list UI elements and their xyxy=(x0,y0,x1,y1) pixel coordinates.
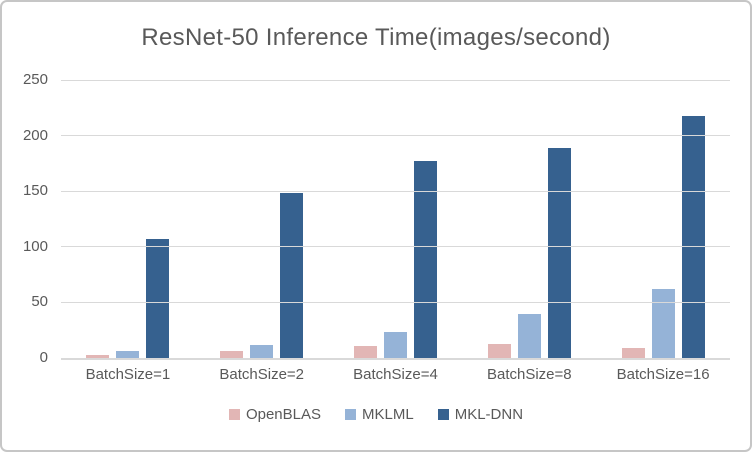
legend-label-openblas: OpenBLAS xyxy=(245,406,322,423)
legend-swatch-mklml xyxy=(345,409,357,420)
x-axis-label-batchsize-2: BatchSize=2 xyxy=(219,366,305,383)
legend: OpenBLAS MKLML MKL-DNN xyxy=(2,406,750,423)
bar-openblas-batchsize-4 xyxy=(353,345,377,358)
bar-mkl-dnn-batchsize-1 xyxy=(146,239,170,358)
bar-mklml-batchsize-8 xyxy=(517,313,541,358)
legend-item-openblas: OpenBLAS xyxy=(228,406,322,423)
bar-mkl-dnn-batchsize-8 xyxy=(547,147,571,358)
y-tick-label-250: 250 xyxy=(22,71,48,88)
legend-swatch-openblas xyxy=(228,409,240,420)
bar-group-batchsize-4 xyxy=(329,80,463,358)
gridline-250 xyxy=(61,79,730,81)
bar-openblas-batchsize-2 xyxy=(220,351,244,358)
bar-openblas-batchsize-16 xyxy=(621,348,645,358)
plot-area xyxy=(61,79,730,360)
y-tick-label-100: 100 xyxy=(22,237,48,255)
gridline-50 xyxy=(61,301,730,303)
y-tick-label-200: 200 xyxy=(22,126,48,144)
gridline-100 xyxy=(61,246,730,248)
x-axis-label-batchsize-8: BatchSize=8 xyxy=(486,366,572,383)
bar-mklml-batchsize-16 xyxy=(651,289,675,358)
bar-mkl-dnn-batchsize-16 xyxy=(681,115,705,358)
bar-groups xyxy=(61,80,730,358)
legend-item-mkl-dnn: MKL-DNN xyxy=(437,406,524,423)
x-axis-label-batchsize-16: BatchSize=16 xyxy=(616,366,710,383)
y-tick-label-150: 150 xyxy=(22,182,48,200)
x-axis-labels: BatchSize=1 BatchSize=2 BatchSize=4 BatchSi… xyxy=(61,366,730,383)
legend-swatch-mkl-dnn xyxy=(437,409,449,420)
y-tick-label-0: 0 xyxy=(39,349,48,366)
bar-mkl-dnn-batchsize-4 xyxy=(413,161,437,358)
bar-openblas-batchsize-8 xyxy=(487,343,511,358)
x-axis-label-batchsize-4: BatchSize=4 xyxy=(353,366,438,383)
gridline-150 xyxy=(61,190,730,192)
chart-title: ResNet-50 Inference Time(images/second) xyxy=(141,24,611,51)
legend-label-mkl-dnn: MKL-DNN xyxy=(454,406,524,423)
bar-mklml-batchsize-1 xyxy=(116,351,140,358)
bar-mklml-batchsize-4 xyxy=(383,332,407,358)
bar-mkl-dnn-batchsize-2 xyxy=(280,193,304,358)
x-axis-label-batchsize-1: BatchSize=1 xyxy=(85,366,171,383)
bar-group-batchsize-1 xyxy=(61,80,195,358)
y-tick-label-50: 50 xyxy=(31,293,48,311)
legend-item-mklml: MKLML xyxy=(345,406,414,423)
bar-openblas-batchsize-1 xyxy=(86,354,110,358)
legend-label-mklml: MKLML xyxy=(362,406,414,423)
bar-group-batchsize-2 xyxy=(195,80,329,358)
bar-mklml-batchsize-2 xyxy=(250,344,274,358)
gridline-200 xyxy=(61,135,730,137)
bar-group-batchsize-8 xyxy=(462,80,596,358)
bar-group-batchsize-16 xyxy=(596,80,730,358)
x-axis-line xyxy=(61,358,730,360)
